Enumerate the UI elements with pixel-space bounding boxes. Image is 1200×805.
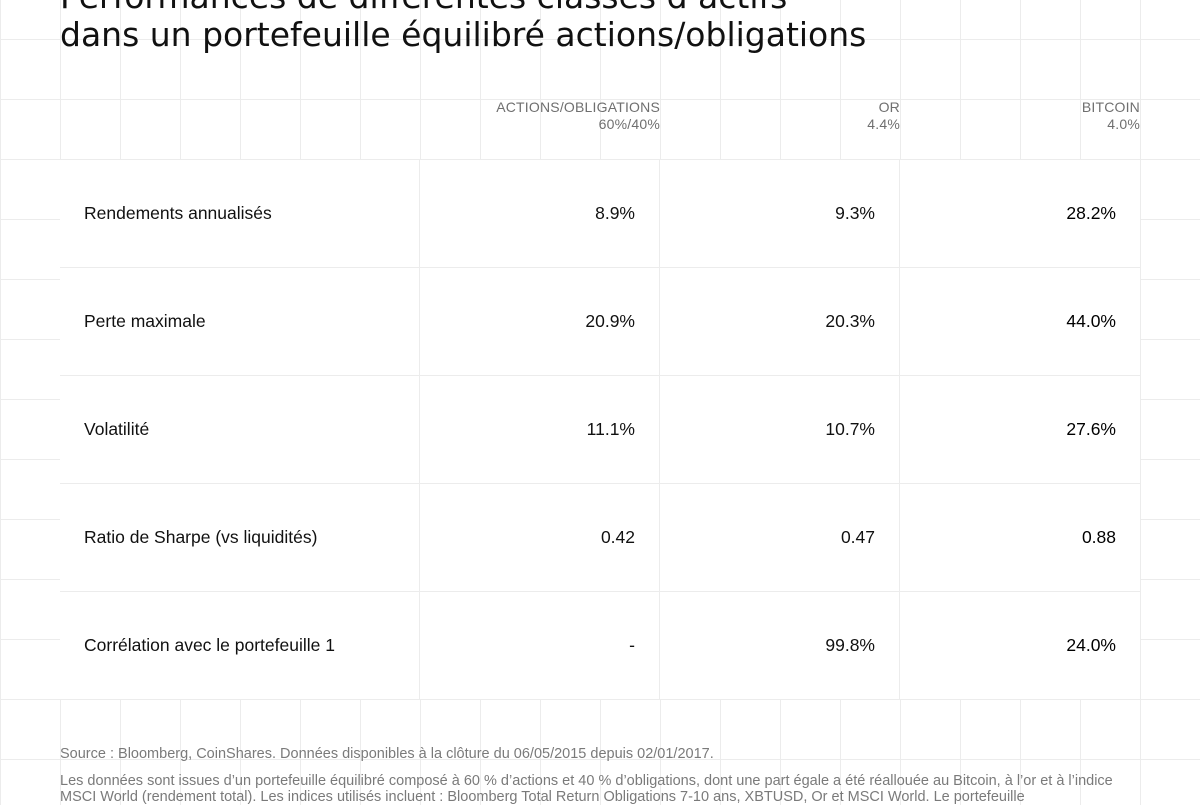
value-bitcoin: 27.6% — [1066, 419, 1116, 439]
value-gold: 0.47 — [660, 484, 900, 591]
column-header-gold: OR 4.4% — [867, 99, 900, 133]
table-row: Corrélation avec le portefeuille 1 - 99.… — [60, 592, 1140, 700]
metric-label: Rendements annualisés — [60, 160, 420, 267]
value-bitcoin: 0.88 — [1081, 527, 1116, 547]
column-header-label: OR — [878, 99, 900, 115]
value-bitcoin: 24.0% — [1066, 635, 1116, 655]
value-gold: 9.3% — [660, 160, 900, 267]
column-header-label: BITCOIN — [1081, 99, 1140, 115]
column-header-sub: 4.0% — [1107, 116, 1140, 132]
table-row: Volatilité 11.1% 10.7% 27.6% — [60, 376, 1140, 484]
value-stocks-bonds: 0.42 — [420, 484, 660, 591]
column-header-label: ACTIONS/OBLIGATIONS — [496, 99, 660, 115]
value-stocks-bonds: 20.9% — [420, 268, 660, 375]
value-gold: 10.7% — [660, 376, 900, 483]
table-row: Rendements annualisés 8.9% 9.3% 28.2% — [60, 160, 1140, 268]
source-note: Source : Bloomberg, CoinShares. Données … — [60, 746, 714, 762]
value-stocks-bonds: - — [420, 592, 660, 699]
value-gold: 20.3% — [660, 268, 900, 375]
value-gold: 99.8% — [660, 592, 900, 699]
column-header-sub: 4.4% — [867, 116, 900, 132]
performance-table: Rendements annualisés 8.9% 9.3% 28.2% Pe… — [60, 160, 1140, 700]
table-row: Perte maximale 20.9% 20.3% 44.0% — [60, 268, 1140, 376]
title-line-2: dans un portefeuille équilibré actions/o… — [60, 15, 867, 54]
value-bitcoin: 44.0% — [1066, 311, 1116, 331]
column-header-stocks-bonds: ACTIONS/OBLIGATIONS 60%/40% — [496, 99, 660, 133]
value-stocks-bonds: 11.1% — [420, 376, 660, 483]
table-row: Ratio de Sharpe (vs liquidités) 0.42 0.4… — [60, 484, 1140, 592]
metric-label: Volatilité — [60, 376, 420, 483]
value-stocks-bonds: 8.9% — [420, 160, 660, 267]
metric-label: Perte maximale — [60, 268, 420, 375]
methodology-note: Les données sont issues d’un portefeuill… — [60, 773, 1113, 805]
column-header-sub: 60%/40% — [598, 116, 660, 132]
metric-label: Ratio de Sharpe (vs liquidités) — [60, 484, 420, 591]
title-line-1: Performances de différentes classes d’ac… — [60, 0, 1160, 16]
page-title: Performances de différentes classes d’ac… — [60, 0, 1160, 54]
column-header-bitcoin: BITCOIN 4.0% — [1082, 99, 1140, 133]
value-bitcoin: 28.2% — [1066, 203, 1116, 223]
metric-label: Corrélation avec le portefeuille 1 — [60, 592, 420, 699]
